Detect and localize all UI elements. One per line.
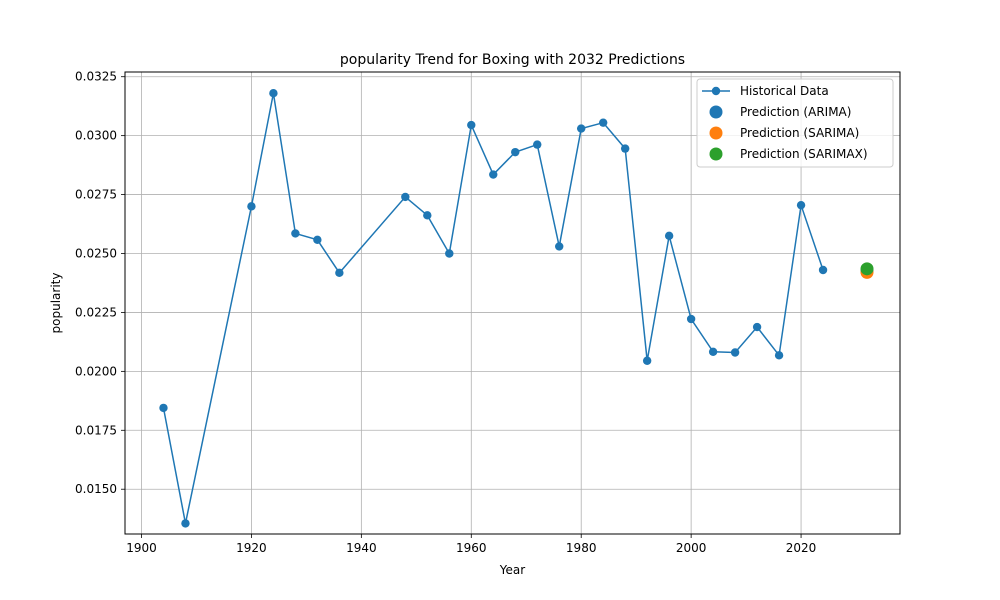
historical-data-point: [796, 200, 806, 210]
x-tick-label: 2000: [676, 541, 707, 555]
legend: Historical Data Prediction (ARIMA) Predict…: [696, 78, 894, 168]
historical-data-point: [774, 351, 784, 360]
historical-data-point: [664, 231, 674, 241]
historical-data-point: [555, 242, 564, 251]
historical-data-point: [269, 89, 278, 98]
y-tick-label: 0.0250: [75, 247, 117, 261]
y-tick-label: 0.0225: [75, 305, 117, 319]
historical-data-point: [159, 403, 168, 413]
historical-data-point: [577, 124, 586, 133]
historical-data-point: [533, 140, 542, 149]
legend-marker: [711, 86, 721, 96]
x-tick-label: 2020: [786, 541, 817, 555]
historical-data-point: [642, 356, 652, 365]
historical-data-point: [686, 314, 696, 324]
historical-data-point: [335, 268, 344, 278]
historical-data-point: [598, 118, 608, 127]
historical-data-point: [423, 211, 432, 220]
historical-data-point: [708, 347, 718, 356]
y-tick-label: 0.0200: [75, 364, 117, 378]
legend-marker: [709, 105, 723, 119]
historical-data-point: [401, 192, 410, 202]
historical-data-point: [620, 144, 630, 153]
historical-data-point: [247, 202, 256, 211]
historical-data-point: [291, 229, 300, 238]
legend-marker: [709, 147, 723, 161]
x-tick-label: 1940: [346, 541, 377, 555]
x-tick-label: 1920: [236, 541, 267, 555]
historical-data-point: [730, 348, 740, 357]
x-axis: 1900 1920 1940 1960 1980 2000 2020: [126, 534, 816, 555]
y-tick-label: 0.0150: [75, 482, 117, 496]
historical-data-point: [445, 249, 454, 258]
y-tick-label: 0.0300: [75, 129, 117, 143]
legend-label: Historical Data: [740, 84, 829, 98]
x-axis-label: Year: [499, 563, 525, 577]
y-tick-label: 0.0325: [75, 70, 117, 84]
historical-data-point: [511, 147, 520, 157]
legend-label: Prediction (SARIMA): [740, 126, 859, 140]
historical-data-point: [752, 322, 762, 332]
x-tick-label: 1960: [456, 541, 487, 555]
series-layer: [159, 89, 874, 528]
legend-box: [696, 78, 894, 168]
legend-label: Prediction (SARIMAX): [740, 147, 868, 161]
y-tick-label: 0.0275: [75, 188, 117, 202]
plot-frame: [124, 71, 901, 535]
chart-title: popularity Trend for Boxing with 2032 Pr…: [340, 52, 685, 68]
y-axis-label: popularity: [49, 273, 63, 334]
legend-label: Prediction (ARIMA): [740, 105, 851, 119]
prediction-sarimax-point: [860, 262, 874, 276]
historical-data-point: [467, 120, 476, 130]
x-tick-label: 1900: [126, 541, 157, 555]
y-tick-label: 0.0175: [75, 423, 117, 437]
x-tick-label: 1980: [566, 541, 597, 555]
historical-data-point: [313, 235, 322, 245]
legend-marker: [709, 126, 723, 140]
historical-data-point: [818, 265, 828, 275]
historical-data-point: [181, 519, 190, 528]
y-axis: 0.0150 0.0175 0.0200 0.0225 0.0250 0.0275 0.03…: [75, 70, 125, 496]
historical-data-point: [489, 170, 498, 179]
